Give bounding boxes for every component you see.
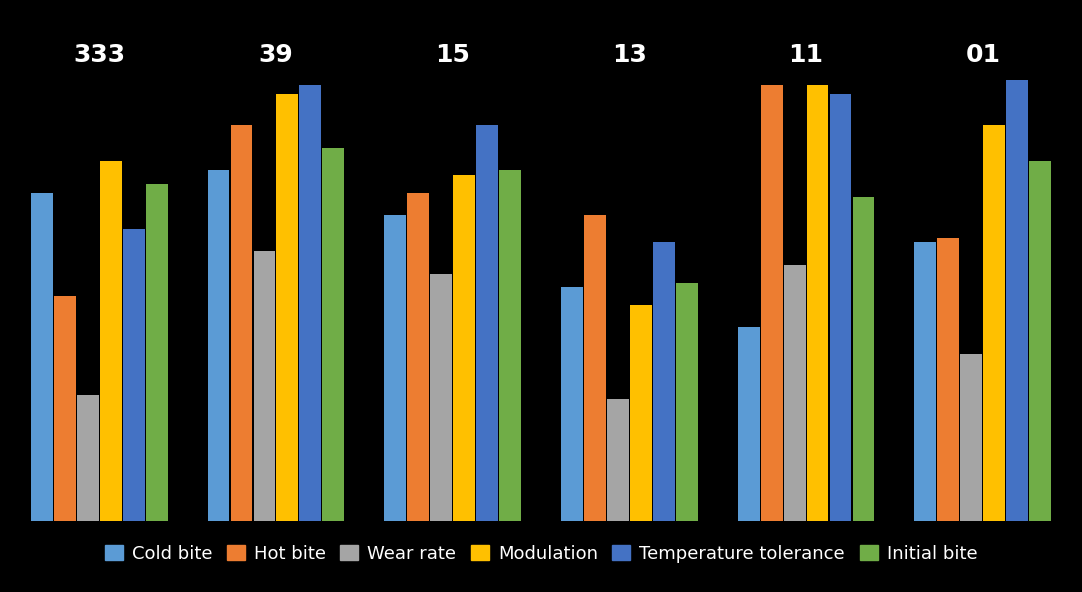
Bar — [676, 282, 698, 521]
Bar — [853, 197, 874, 521]
Bar — [30, 192, 53, 521]
Bar — [499, 170, 522, 521]
Text: 11: 11 — [789, 43, 823, 66]
Bar — [584, 215, 606, 521]
Bar — [937, 237, 960, 521]
Text: 15: 15 — [435, 43, 470, 66]
Bar — [431, 274, 452, 521]
Bar — [230, 125, 252, 521]
Legend: Cold bite, Hot bite, Wear rate, Modulation, Temperature tolerance, Initial bite: Cold bite, Hot bite, Wear rate, Modulati… — [97, 538, 985, 571]
Bar — [322, 147, 344, 521]
Text: 333: 333 — [74, 43, 126, 66]
Text: 01: 01 — [965, 43, 1001, 66]
Bar — [384, 215, 406, 521]
Bar — [961, 355, 982, 521]
Bar — [476, 125, 498, 521]
Bar — [783, 265, 805, 521]
Bar — [300, 85, 321, 521]
Bar — [146, 184, 168, 521]
Bar — [253, 251, 275, 521]
Bar — [984, 125, 1005, 521]
Bar — [830, 94, 852, 521]
Bar — [914, 242, 936, 521]
Bar — [208, 170, 229, 521]
Bar — [630, 305, 651, 521]
Bar — [77, 395, 98, 521]
Bar — [560, 287, 583, 521]
Bar — [1029, 161, 1052, 521]
Bar — [738, 327, 760, 521]
Bar — [761, 85, 782, 521]
Bar — [807, 85, 829, 521]
Bar — [1006, 80, 1028, 521]
Bar — [100, 161, 121, 521]
Text: 39: 39 — [259, 43, 293, 66]
Bar — [453, 175, 475, 521]
Bar — [607, 400, 629, 521]
Text: 13: 13 — [612, 43, 647, 66]
Bar — [652, 242, 675, 521]
Bar — [54, 296, 76, 521]
Bar — [407, 192, 430, 521]
Bar — [122, 229, 145, 521]
Bar — [277, 94, 299, 521]
